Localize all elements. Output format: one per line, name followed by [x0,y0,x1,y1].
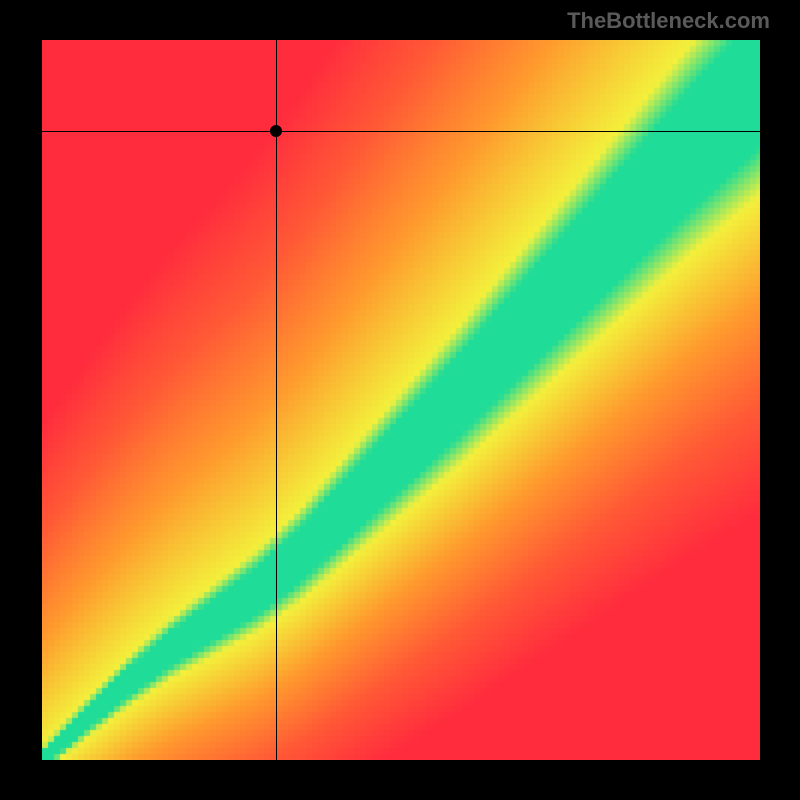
crosshair-horizontal [42,131,760,132]
heatmap-canvas [42,40,760,760]
watermark-text: TheBottleneck.com [567,8,770,34]
bottleneck-heatmap [42,40,760,760]
crosshair-vertical [276,40,277,760]
crosshair-marker [270,125,282,137]
crosshair-horizontal-extension [760,131,800,132]
